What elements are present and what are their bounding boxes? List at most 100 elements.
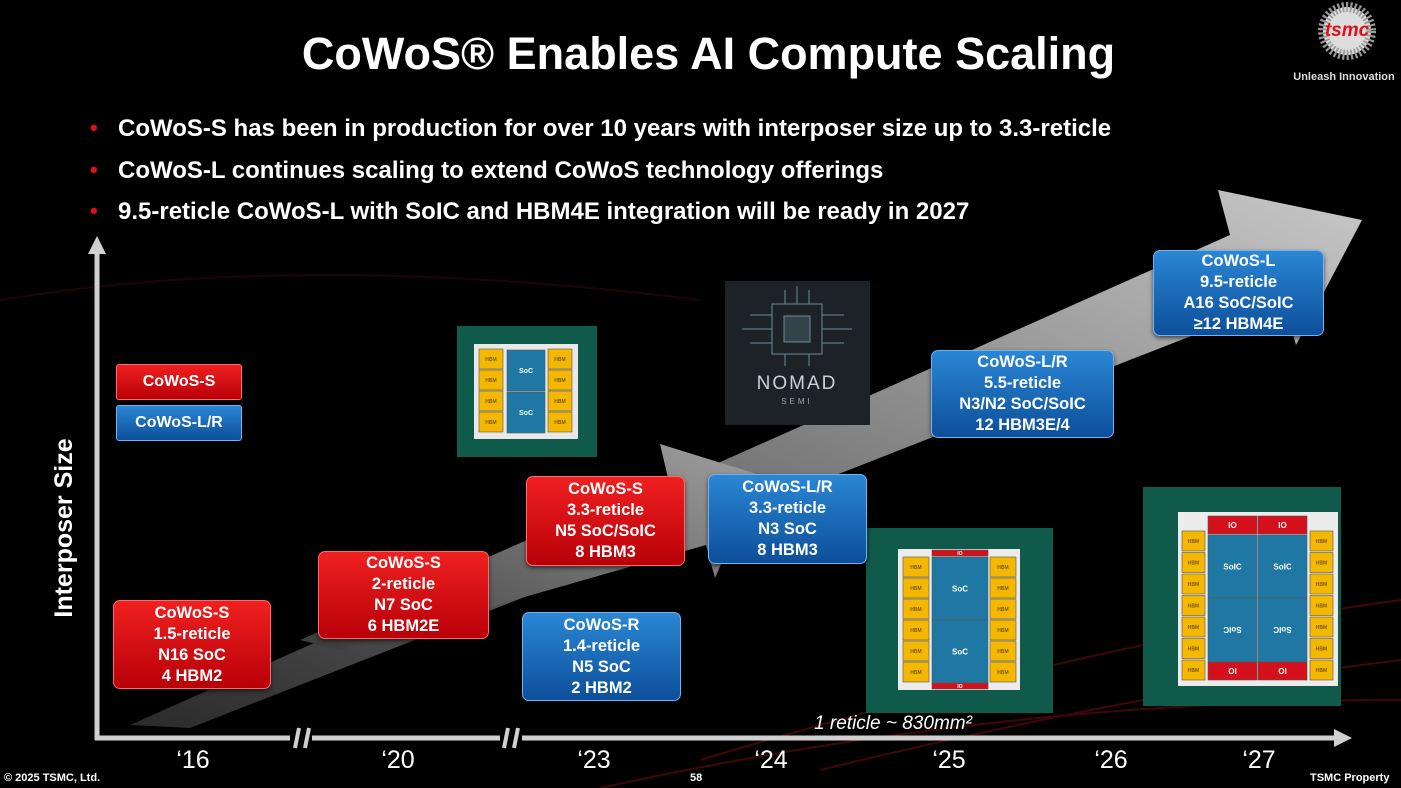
- chip-block: [547, 369, 573, 391]
- chip-label: HBM: [485, 378, 496, 384]
- chip-block: [902, 556, 930, 578]
- chip-label: SoIC: [1223, 562, 1241, 571]
- chip-block: [478, 348, 504, 370]
- chip-label: IO: [1228, 521, 1236, 530]
- chip-label: HBM: [910, 565, 921, 571]
- chip-block: [1181, 552, 1206, 573]
- box-line: 8 HBM3: [757, 541, 818, 559]
- x-label: ‘27: [1242, 746, 1276, 774]
- chip-block: [478, 369, 504, 391]
- chip-block: [1309, 659, 1334, 681]
- nomad-sub: SEMI: [781, 397, 813, 406]
- box-line: A16 SoC/SoIC: [1183, 294, 1294, 312]
- chip-label: SoIC: [1273, 625, 1291, 634]
- chip-block: [1257, 534, 1308, 599]
- chip-block: [902, 619, 930, 641]
- reticle-note: 1 reticle ~ 830mm²: [814, 713, 973, 734]
- chip-label: HBM: [997, 628, 1008, 634]
- chip-block: [1309, 552, 1334, 573]
- chip-block: [1257, 515, 1308, 535]
- chip-block: [1309, 573, 1334, 595]
- box-line: CoWoS-R: [563, 615, 640, 634]
- chip-block: [1309, 638, 1334, 659]
- property: TSMC Property: [1310, 772, 1390, 784]
- box-line: N5 SoC: [572, 657, 631, 676]
- chip-label: SoIC: [1273, 562, 1291, 571]
- x-label: ‘26: [1094, 746, 1128, 774]
- box-line: CoWoS-L/R: [742, 478, 833, 496]
- chip-label: IO: [1278, 521, 1286, 530]
- box-line: CoWoS-S: [154, 603, 230, 622]
- chip-block: [547, 390, 573, 412]
- x-label: ‘23: [577, 746, 611, 774]
- chip-block: [1181, 638, 1206, 659]
- chip-block: [1207, 534, 1258, 599]
- chip-label: HBM: [554, 357, 565, 363]
- logo-text: tsmc: [1325, 20, 1370, 41]
- y-axis-label: Interposer Size: [50, 438, 78, 617]
- chip-label: SoC: [519, 368, 533, 375]
- chip-block: [1181, 573, 1206, 595]
- chip-block: [1181, 616, 1206, 638]
- nomad-image: NOMAD SEMI: [725, 281, 870, 425]
- box-line: N3 SoC: [758, 520, 817, 538]
- box-line: 12 HBM3E/4: [975, 416, 1070, 434]
- chip-block: [1309, 616, 1334, 638]
- chip-label: HBM: [910, 586, 921, 592]
- chip-block: [989, 577, 1017, 599]
- title: CoWoS® Enables AI Compute Scaling: [301, 28, 1116, 79]
- chip-label: HBM: [1188, 646, 1199, 652]
- chip-label: HBM: [1316, 603, 1327, 609]
- chip-label: HBM: [1316, 582, 1327, 588]
- chip-label: HBM: [1316, 539, 1327, 545]
- chip-label: HBM: [910, 607, 921, 613]
- chip-block: [1181, 595, 1206, 616]
- box-line: N16 SoC: [158, 645, 226, 664]
- chip-block: [989, 640, 1017, 662]
- copyright: © 2025 TSMC, Ltd.: [4, 772, 101, 784]
- chip-label: SoC: [952, 647, 968, 656]
- chip-block: [478, 411, 504, 433]
- chip-label: HBM: [1316, 668, 1327, 674]
- chip-block: [1207, 597, 1258, 663]
- chip-block: [1181, 659, 1206, 681]
- chip-label: SoC: [519, 410, 533, 417]
- node-box: CoWoS-S 2-reticle N7 SoC 6 HBM2E: [318, 551, 489, 639]
- legend-cowos-lr: CoWoS-L/R: [116, 405, 242, 441]
- bullet: CoWoS-S has been in production for over …: [90, 115, 1111, 143]
- chip-label: HBM: [1316, 625, 1327, 631]
- chip-block: [989, 556, 1017, 578]
- chip-label: HBM: [910, 628, 921, 634]
- chip-block: [1309, 530, 1334, 552]
- box-line: CoWoS-S: [366, 554, 441, 572]
- node-box: CoWoS-L 9.5-reticle A16 SoC/SoIC ≥12 HBM4E: [1153, 250, 1324, 336]
- chip-label: HBM: [1316, 560, 1327, 566]
- box-line: 2-reticle: [371, 575, 436, 593]
- chip-block: [1181, 530, 1206, 552]
- x-label: ‘16: [176, 746, 210, 774]
- node-box: CoWoS-S 3.3-reticle N5 SoC/SoIC 8 HBM3: [526, 476, 685, 566]
- chip-block: [989, 598, 1017, 620]
- box-line: 3.3-reticle: [748, 499, 827, 517]
- chip-label: HBM: [485, 420, 496, 426]
- chip-label: IO: [1278, 666, 1286, 675]
- chip-block: [547, 411, 573, 433]
- chip-label: HBM: [997, 670, 1008, 676]
- chip-label: HBM: [1188, 539, 1199, 545]
- chip-block: [931, 682, 989, 690]
- chip-block: [1207, 515, 1258, 535]
- chip-block: [506, 349, 546, 392]
- box-line: ≥12 HBM4E: [1193, 315, 1284, 333]
- box-line: 2 HBM2: [571, 678, 632, 697]
- chip-label: IO: [957, 551, 962, 557]
- bullet: 9.5-reticle CoWoS-L with SoIC and HBM4E …: [90, 198, 969, 226]
- chip-block: [1257, 597, 1308, 663]
- node-box: CoWoS-L/R 3.3-reticle N3 SoC 8 HBM3: [708, 474, 867, 564]
- chip-block: [931, 549, 989, 557]
- tsmc-logo: tsmc Unleash Innovation: [1293, 2, 1395, 83]
- chip-diagrams: HBM HBM HBM HBM HBM HBM HBM HBM SoC SoC HBM HBM HBM H…: [457, 326, 1341, 713]
- chip-label: HBM: [485, 357, 496, 363]
- chip-label: HBM: [554, 378, 565, 384]
- chip-label: HBM: [1316, 646, 1327, 652]
